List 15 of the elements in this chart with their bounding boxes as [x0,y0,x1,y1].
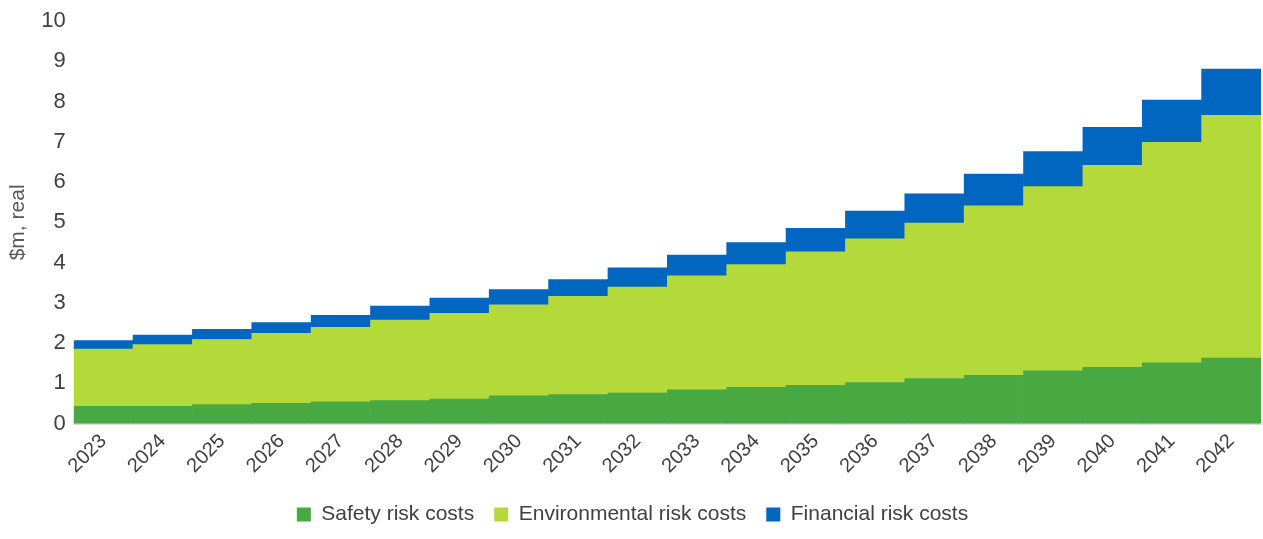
y-tick-label: 4 [53,248,66,274]
y-tick-label: 10 [41,7,66,33]
legend-label: Safety risk costs [321,501,475,525]
legend-label: Financial risk costs [790,501,969,525]
y-tick-label: 6 [53,168,66,194]
y-tick-label: 5 [53,208,66,234]
y-tick-label: 3 [53,288,66,314]
y-axis-title: $m, real [5,184,29,261]
legend-label: Environmental risk costs [518,501,747,525]
y-tick-label: 0 [53,409,66,435]
y-tick-label: 7 [53,127,66,153]
y-tick-label: 9 [53,47,66,73]
y-tick-label: 8 [53,87,66,113]
y-tick-label: 1 [53,369,66,395]
y-tick-label: 2 [53,329,66,355]
